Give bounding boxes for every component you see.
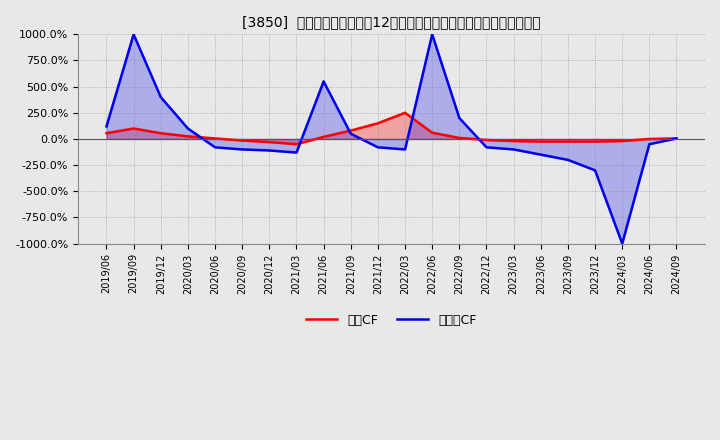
フリーCF xyxy=(455,115,464,121)
フリーCF xyxy=(238,147,246,152)
フリーCF xyxy=(184,126,192,131)
営業CF xyxy=(672,136,681,141)
営業CF xyxy=(401,110,410,115)
フリーCF xyxy=(346,131,355,136)
Title: [3850]  キャッシュフローの12か月移動合計の対前年同期増減率の推移: [3850] キャッシュフローの12か月移動合計の対前年同期増減率の推移 xyxy=(242,15,541,29)
営業CF xyxy=(590,139,599,144)
営業CF xyxy=(564,139,572,144)
フリーCF xyxy=(319,79,328,84)
フリーCF xyxy=(536,152,545,157)
フリーCF xyxy=(564,157,572,162)
フリーCF xyxy=(102,124,111,129)
Legend: 営業CF, フリーCF: 営業CF, フリーCF xyxy=(301,308,482,331)
営業CF xyxy=(265,139,274,145)
営業CF xyxy=(536,139,545,144)
営業CF xyxy=(455,135,464,140)
フリーCF xyxy=(590,168,599,173)
営業CF xyxy=(346,128,355,133)
営業CF xyxy=(618,139,626,144)
フリーCF xyxy=(211,145,220,150)
営業CF xyxy=(156,131,165,136)
フリーCF xyxy=(156,95,165,100)
フリーCF xyxy=(482,145,491,150)
営業CF xyxy=(374,121,382,126)
フリーCF xyxy=(672,136,681,141)
フリーCF xyxy=(618,241,626,246)
フリーCF xyxy=(130,32,138,37)
フリーCF xyxy=(292,150,301,155)
Line: フリーCF: フリーCF xyxy=(107,34,677,244)
営業CF xyxy=(292,142,301,147)
フリーCF xyxy=(509,147,518,152)
営業CF xyxy=(238,138,246,143)
Line: 営業CF: 営業CF xyxy=(107,113,677,144)
営業CF xyxy=(102,131,111,136)
営業CF xyxy=(130,126,138,131)
営業CF xyxy=(211,136,220,141)
営業CF xyxy=(482,137,491,143)
営業CF xyxy=(509,139,518,144)
営業CF xyxy=(319,134,328,139)
フリーCF xyxy=(374,145,382,150)
営業CF xyxy=(645,136,654,142)
フリーCF xyxy=(401,147,410,152)
フリーCF xyxy=(428,32,436,37)
営業CF xyxy=(184,134,192,139)
営業CF xyxy=(428,130,436,136)
フリーCF xyxy=(265,148,274,153)
フリーCF xyxy=(645,142,654,147)
